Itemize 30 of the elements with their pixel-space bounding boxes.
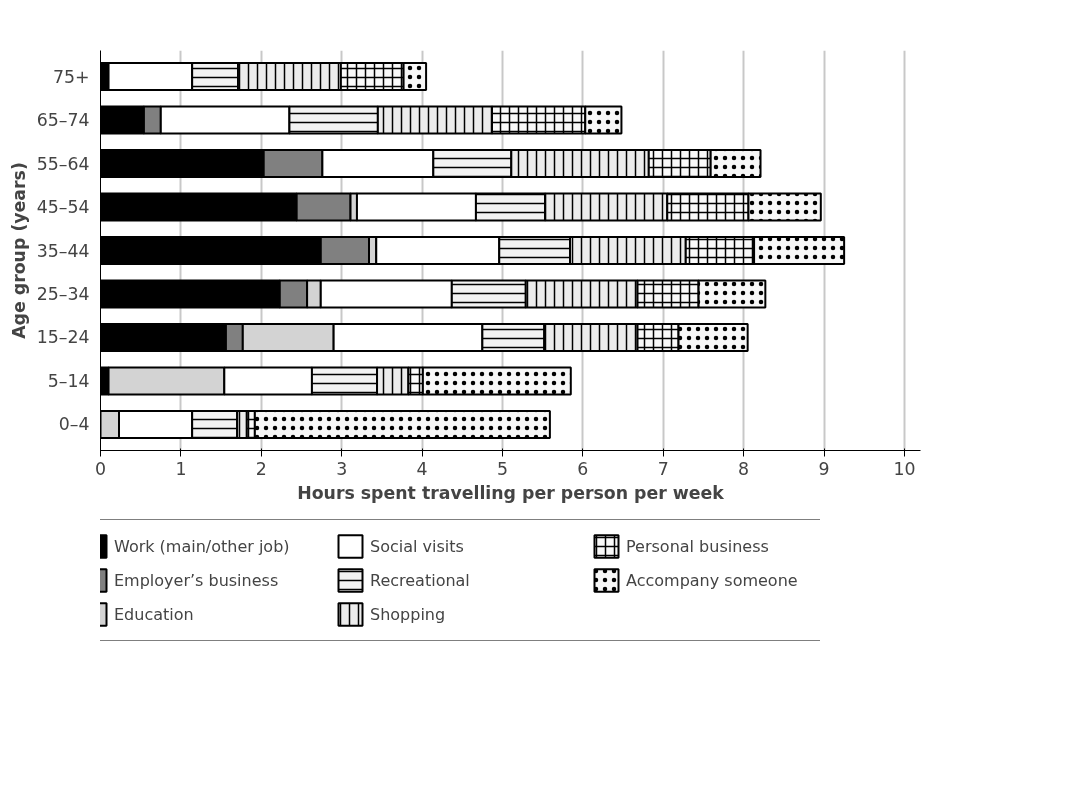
x-tick-label: 0 bbox=[94, 458, 107, 479]
legend-label: Shopping bbox=[370, 604, 447, 624]
y-tick-label: 5–14 bbox=[47, 370, 90, 391]
legend-label: Personal business bbox=[626, 536, 770, 556]
x-tick-label: 3 bbox=[336, 458, 348, 479]
y-tick-label: 0–4 bbox=[58, 414, 90, 435]
y-axis-title: Age group (years) bbox=[8, 162, 29, 339]
y-tick-label: 35–44 bbox=[36, 240, 90, 261]
x-tick-label: 1 bbox=[175, 458, 187, 479]
x-tick-label: 9 bbox=[818, 458, 830, 479]
x-tick-label: 7 bbox=[657, 458, 669, 479]
x-tick-label: 4 bbox=[416, 458, 428, 479]
y-tick-label: 45–54 bbox=[36, 197, 90, 218]
y-tick-label: 65–74 bbox=[36, 110, 90, 131]
y-tick-label: 15–24 bbox=[36, 327, 90, 348]
x-tick-label: 2 bbox=[255, 458, 267, 479]
x-axis-title: Hours spent travelling per person per week bbox=[297, 482, 725, 503]
x-tick-label: 8 bbox=[738, 458, 750, 479]
x-tick-label: 10 bbox=[893, 458, 916, 479]
y-tick-label: 55–64 bbox=[36, 153, 90, 174]
legend-label: Social visits bbox=[370, 536, 465, 556]
legend-label: Accompany someone bbox=[626, 570, 799, 590]
y-tick-label: 75+ bbox=[52, 66, 90, 87]
legend-label: Education bbox=[114, 604, 195, 624]
x-tick-label: 5 bbox=[496, 458, 508, 479]
legend-label: Work (main/other job) bbox=[114, 536, 291, 556]
y-tick-label: 25–34 bbox=[36, 283, 90, 304]
legend-label: Employer’s business bbox=[114, 570, 280, 590]
legend-label: Recreational bbox=[370, 570, 471, 590]
x-tick-label: 6 bbox=[577, 458, 589, 479]
